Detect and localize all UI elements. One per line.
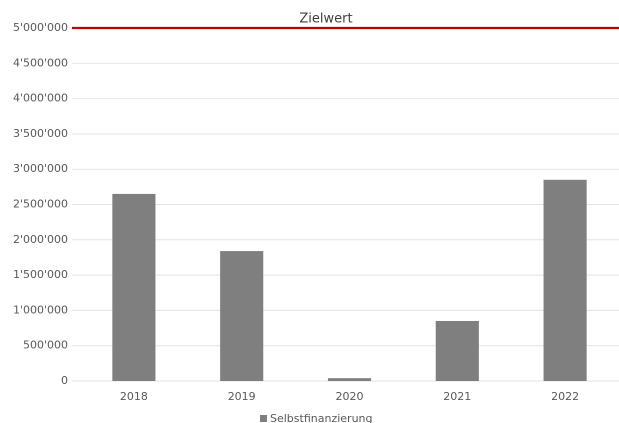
bar [543, 179, 587, 381]
y-tick-label: 3'500'000 [13, 127, 68, 140]
y-tick-label: 500'000 [23, 339, 68, 352]
bar [220, 251, 264, 381]
x-tick-label: 2022 [551, 390, 579, 403]
legend-label: Selbstfinanzierung [270, 412, 373, 423]
y-tick-label: 0 [61, 374, 68, 387]
x-tick-label: 2018 [120, 390, 148, 403]
x-tick-label: 2020 [336, 390, 364, 403]
y-tick-label: 2'500'000 [13, 198, 68, 211]
y-tick-label: 4'500'000 [13, 56, 68, 69]
y-tick-label: 4'000'000 [13, 92, 68, 105]
legend-swatch [260, 415, 267, 422]
target-label: Zielwert [299, 12, 352, 27]
bar [327, 378, 372, 381]
y-tick-label: 2'000'000 [13, 233, 68, 246]
y-tick-label: 1'500'000 [13, 268, 68, 281]
bar [112, 193, 156, 381]
x-tick-label: 2019 [228, 390, 256, 403]
y-tick-label: 3'000'000 [13, 162, 68, 175]
y-tick-label: 1'000'000 [13, 303, 68, 316]
bar [435, 320, 479, 381]
y-tick-label: 5'000'000 [13, 21, 68, 34]
x-tick-label: 2021 [443, 390, 471, 403]
